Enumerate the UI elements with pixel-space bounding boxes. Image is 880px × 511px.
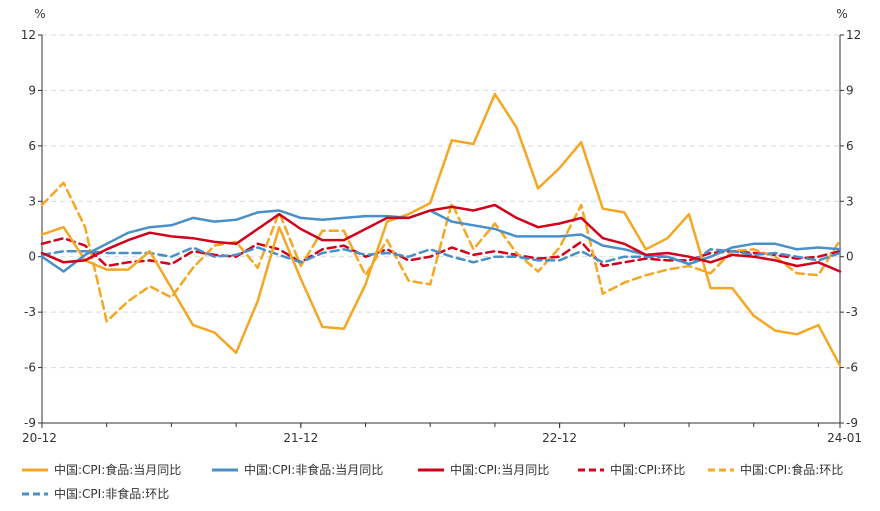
- legend-item: 中国:CPI:食品:当月同比: [22, 462, 181, 477]
- y-tick-label-left: -3: [24, 305, 36, 319]
- series-line-4: [40, 236, 842, 268]
- y-tick-label-left: -6: [24, 361, 36, 375]
- legend-item: 中国:CPI:非食品:环比: [22, 486, 169, 501]
- y-tick-label-left: -9: [24, 416, 36, 430]
- series-line-1: [40, 92, 842, 367]
- x-tick-label: 24-01: [827, 431, 862, 445]
- y-tick-label-right: -3: [846, 305, 858, 319]
- x-tick-label: 21-12: [283, 431, 318, 445]
- y-tick-label-left: 3: [28, 194, 36, 208]
- x-tick-label: 20-12: [22, 431, 57, 445]
- legend-label: 中国:CPI:食品:当月同比: [54, 462, 181, 477]
- legend-item: 中国:CPI:当月同比: [418, 462, 549, 477]
- left-unit-label: %: [34, 7, 45, 21]
- x-tick-label: 22-12: [542, 431, 577, 445]
- y-tick-label-right: 0: [846, 250, 854, 264]
- y-tick-label-right: 12: [846, 28, 861, 42]
- series-line-3: [40, 203, 842, 273]
- y-tick-label-left: 12: [21, 28, 36, 42]
- y-tick-label-right: 6: [846, 139, 854, 153]
- series-line-2: [40, 209, 842, 273]
- legend-item: 中国:CPI:非食品:当月同比: [212, 462, 383, 477]
- y-tick-label-right: 9: [846, 83, 854, 97]
- legend-label: 中国:CPI:当月同比: [450, 462, 549, 477]
- y-tick-label-left: 9: [28, 83, 36, 97]
- y-tick-label-right: -6: [846, 361, 858, 375]
- y-tick-label-right: 3: [846, 194, 854, 208]
- y-tick-label-right: -9: [846, 416, 858, 430]
- legend: 中国:CPI:食品:当月同比 中国:CPI:非食品:当月同比 中国:CPI:当月同比…: [22, 462, 843, 501]
- legend-label: 中国:CPI:非食品:环比: [54, 486, 169, 501]
- legend-item: 中国:CPI:食品:环比: [708, 462, 843, 477]
- series-layer: [40, 92, 842, 367]
- legend-item: 中国:CPI:环比: [578, 462, 685, 477]
- axis-layer: % % -9 -9 -6 -6 -3 -3 0 0 3 3 6 6 9 9 12 12 20-12 21-12 22…: [21, 7, 862, 445]
- series-line-6: [40, 246, 842, 266]
- right-unit-label: %: [836, 7, 847, 21]
- grid-layer: [42, 34, 840, 424]
- y-tick-label-left: 0: [28, 250, 36, 264]
- legend-label: 中国:CPI:非食品:当月同比: [244, 462, 383, 477]
- legend-label: 中国:CPI:环比: [610, 462, 685, 477]
- y-tick-label-left: 6: [28, 139, 36, 153]
- legend-label: 中国:CPI:食品:环比: [740, 462, 843, 477]
